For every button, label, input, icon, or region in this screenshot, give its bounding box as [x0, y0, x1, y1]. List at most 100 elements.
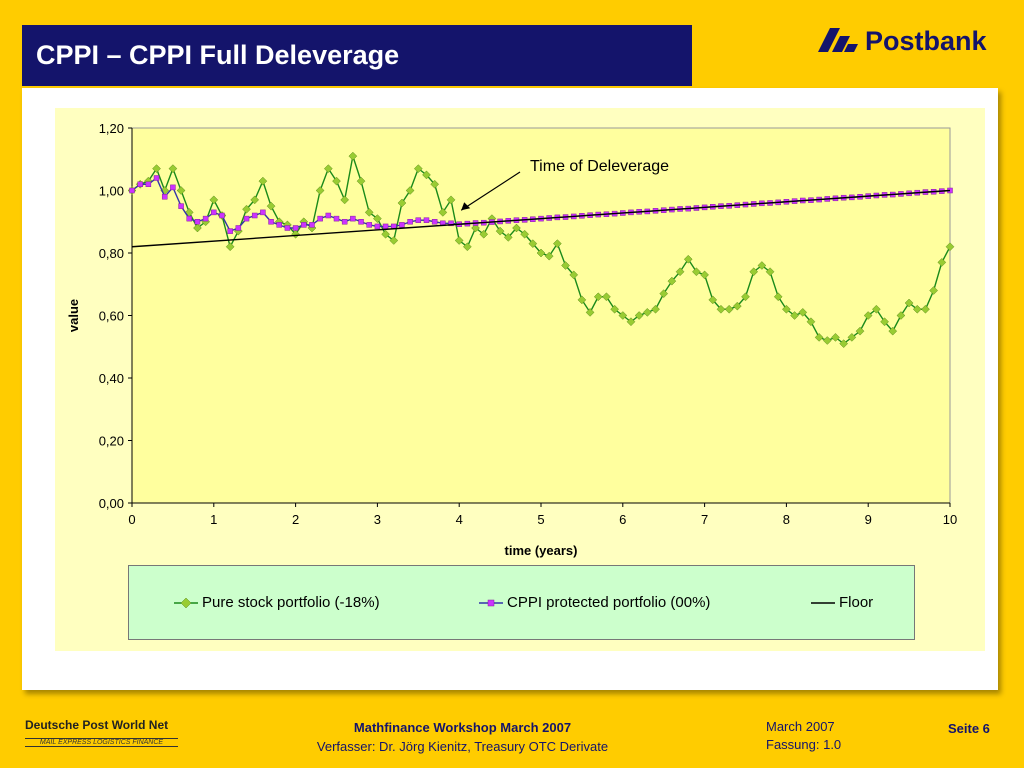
x-tick-label: 8	[783, 512, 790, 527]
annotation-arrow-line	[460, 171, 521, 211]
data-point-cppi	[325, 212, 332, 219]
data-point-stock	[364, 208, 374, 217]
data-point-stock	[340, 195, 350, 205]
data-point-stock	[724, 304, 734, 314]
data-point-stock	[634, 311, 644, 320]
data-point-stock	[692, 267, 701, 277]
data-point-stock	[258, 176, 268, 186]
data-point-stock	[831, 333, 840, 342]
postbank-logo-text: Postbank	[865, 26, 987, 56]
page-number: Seite 6	[948, 721, 990, 736]
data-point-stock	[413, 164, 423, 173]
data-point-stock	[512, 223, 521, 233]
data-point-cppi	[431, 219, 438, 225]
annotation-label: Time of Deleverage	[530, 158, 669, 175]
data-point-stock	[348, 151, 358, 161]
data-point-stock	[430, 179, 440, 189]
data-point-stock	[250, 195, 260, 205]
y-axis-label: value	[66, 299, 81, 332]
data-point-stock	[520, 229, 529, 239]
data-point-stock	[790, 311, 799, 320]
y-tick-label: 1,20	[99, 121, 124, 136]
deutsche-post-logo: Deutsche Post World Net	[25, 718, 169, 732]
data-point-stock	[536, 248, 546, 258]
x-tick-label: 6	[619, 512, 626, 527]
data-point-cppi	[423, 217, 430, 223]
data-point-cppi	[276, 222, 282, 228]
data-point-stock	[544, 251, 554, 261]
data-point-stock	[822, 336, 832, 345]
data-point-stock	[389, 236, 399, 245]
workshop-title: Mathfinance Workshop March 2007	[353, 720, 572, 735]
data-point-stock	[749, 267, 759, 277]
data-point-stock	[839, 339, 849, 348]
data-point-stock	[463, 242, 472, 252]
x-tick-label: 3	[374, 512, 381, 527]
data-point-stock	[176, 186, 186, 195]
data-point-stock	[872, 304, 881, 314]
data-point-cppi	[382, 223, 389, 230]
data-point-stock	[732, 301, 742, 311]
data-point-stock	[438, 208, 448, 217]
data-point-cppi	[137, 181, 143, 187]
data-point-stock	[847, 333, 857, 342]
data-point-cppi	[178, 203, 184, 209]
data-point-stock	[577, 295, 587, 305]
data-point-stock	[806, 317, 816, 327]
data-point-stock	[716, 304, 726, 314]
data-point-stock	[479, 229, 489, 239]
data-point-stock	[904, 298, 914, 308]
data-point-cppi	[374, 223, 381, 230]
data-point-stock	[569, 270, 579, 280]
data-point-stock	[454, 236, 464, 245]
data-point-stock	[152, 164, 161, 173]
data-point-cppi	[268, 219, 274, 225]
data-point-cppi	[350, 215, 356, 222]
data-point-cppi	[219, 212, 225, 219]
data-point-stock	[667, 276, 677, 286]
data-point-stock	[528, 239, 538, 248]
data-point-cppi	[341, 219, 348, 225]
data-point-stock	[381, 229, 390, 239]
data-point-cppi	[194, 219, 201, 225]
x-tick-label: 7	[701, 512, 708, 527]
data-point-stock	[896, 311, 906, 320]
postbank-logo-icon	[818, 28, 858, 52]
data-point-stock	[602, 292, 611, 302]
postbank-logo: Postbank	[810, 22, 1000, 62]
data-point-stock	[332, 176, 341, 186]
data-point-stock	[503, 233, 513, 242]
data-point-cppi	[333, 215, 340, 222]
chart-legend: Pure stock portfolio (-18%) CPPI protect…	[128, 565, 915, 640]
data-point-cppi	[251, 212, 258, 219]
data-point-cppi	[260, 209, 266, 216]
data-point-cppi	[292, 225, 299, 231]
data-point-stock	[683, 254, 693, 264]
x-tick-label: 2	[292, 512, 299, 527]
data-point-stock	[266, 201, 276, 211]
data-point-cppi	[448, 220, 454, 227]
data-point-stock	[209, 195, 219, 205]
data-point-stock	[708, 295, 718, 305]
y-tick-label: 0,60	[99, 309, 124, 324]
data-point-stock	[863, 311, 873, 320]
data-point-cppi	[366, 222, 372, 228]
data-point-cppi	[358, 219, 364, 225]
data-point-stock	[700, 270, 709, 280]
data-point-stock	[471, 223, 480, 233]
data-point-stock	[741, 292, 750, 302]
data-point-cppi	[202, 215, 209, 222]
legend-label-floor: Floor	[839, 594, 874, 611]
data-point-cppi	[211, 209, 217, 216]
data-point-stock	[610, 304, 619, 314]
data-point-stock	[356, 176, 366, 186]
y-tick-label: 0,40	[99, 371, 124, 386]
data-point-stock	[642, 308, 652, 317]
data-point-stock	[888, 326, 898, 336]
data-point-stock	[618, 311, 628, 320]
data-point-cppi	[161, 194, 168, 200]
data-point-cppi	[186, 215, 193, 222]
data-point-stock	[242, 204, 251, 214]
author: Verfasser: Dr. Jörg Kienitz, Treasury OT…	[316, 739, 609, 754]
data-point-stock	[880, 317, 889, 327]
